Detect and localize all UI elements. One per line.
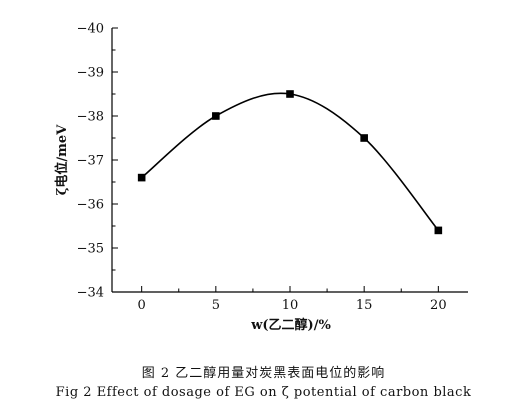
y-axis-title: ζ电位/meV xyxy=(54,124,70,195)
y-tick-label: −40 xyxy=(77,22,104,37)
data-point xyxy=(360,134,368,142)
figure-caption-chinese: 图 2 乙二醇用量对炭黑表面电位的影响 xyxy=(141,366,386,381)
data-point xyxy=(137,173,146,182)
axes xyxy=(111,28,468,293)
x-tick-label: 20 xyxy=(430,298,447,313)
x-axis-ticks: 0 5 10 15 20 xyxy=(138,286,447,313)
x-tick-label: 5 xyxy=(212,298,220,313)
x-tick-label: 15 xyxy=(356,298,373,313)
y-tick-label: −36 xyxy=(77,198,104,213)
data-point xyxy=(434,226,443,235)
y-tick-label: −39 xyxy=(77,66,104,81)
x-axis-title: w(乙二醇)/% xyxy=(250,317,331,333)
chart: −34 −35 −36 −37 −38 −39 −40 0 5 10 15 20 ζ电位/meV w… xyxy=(54,22,468,333)
data-point xyxy=(212,112,220,120)
figure-caption-english: Fig 2 Effect of dosage of EG on ζ potent… xyxy=(55,385,472,400)
data-markers xyxy=(137,90,443,235)
x-tick-label: 10 xyxy=(282,298,299,313)
y-tick-label: −38 xyxy=(77,110,104,125)
data-point xyxy=(286,90,294,98)
y-tick-label: −37 xyxy=(77,154,104,169)
y-tick-label: −35 xyxy=(77,242,104,257)
series-line xyxy=(141,92,439,231)
y-tick-label: −34 xyxy=(77,286,104,301)
y-axis-ticks: −34 −35 −36 −37 −38 −39 −40 xyxy=(77,22,118,301)
x-tick-label: 0 xyxy=(138,298,146,313)
